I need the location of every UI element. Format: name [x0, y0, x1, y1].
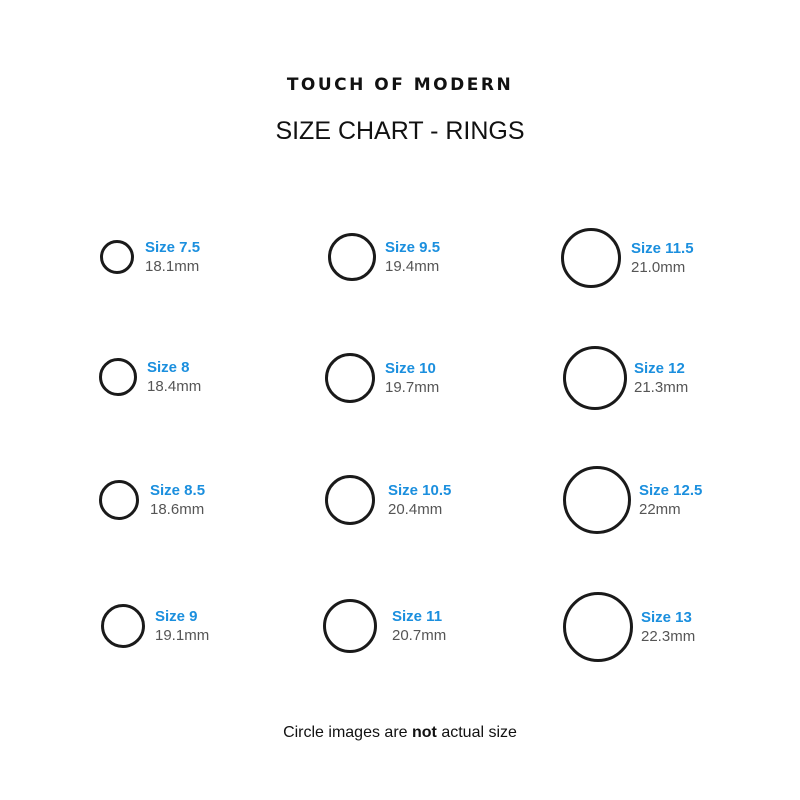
size-measurement: 21.0mm: [631, 259, 686, 276]
ring-circle: [563, 466, 631, 534]
size-label: Size 10.5: [388, 482, 452, 499]
note-text-end: actual size: [436, 724, 517, 741]
size-label: Size 11: [392, 608, 443, 625]
ring-circle: [101, 604, 145, 648]
size-measurement: 20.7mm: [392, 627, 447, 644]
size-entry: Size 10 19.7mm: [385, 359, 439, 397]
size-measurement: 18.6mm: [150, 501, 205, 518]
size-label: Size 13: [641, 609, 692, 626]
note-emphasis: not: [412, 724, 437, 741]
size-entry: Size 8.5 18.6mm: [150, 481, 205, 519]
size-label: Size 11.5: [631, 240, 694, 257]
ring-circle: [100, 240, 134, 274]
size-entry: Size 7.5 18.1mm: [145, 238, 200, 276]
page-title: SIZE CHART - RINGS: [275, 117, 525, 145]
disclaimer-note: Circle images are not actual size: [0, 724, 800, 742]
ring-circle: [99, 358, 137, 396]
size-entry: Size 8 18.4mm: [147, 358, 201, 396]
size-entry: Size 12.5 22mm: [639, 481, 702, 519]
ring-circle: [563, 592, 633, 662]
size-measurement: 18.1mm: [145, 258, 200, 275]
size-measurement: 19.4mm: [385, 258, 440, 275]
note-text: Circle images are: [283, 724, 412, 741]
size-entry: Size 10.5 20.4mm: [388, 481, 451, 519]
ring-circle: [328, 233, 376, 281]
size-entry: Size 13 22.3mm: [641, 608, 695, 646]
size-entry: Size 11 20.7mm: [392, 607, 446, 645]
brand-logo: TOUCH OF MODERN: [286, 75, 514, 95]
size-measurement: 22.3mm: [641, 628, 696, 645]
ring-circle: [323, 599, 377, 653]
size-label: Size 8.5: [150, 482, 206, 499]
ring-circle: [325, 353, 375, 403]
ring-circle: [563, 346, 627, 410]
size-label: Size 10: [385, 360, 436, 377]
size-label: Size 12.5: [639, 482, 703, 499]
size-entry: Size 9 19.1mm: [155, 607, 209, 645]
size-entry: Size 9.5 19.4mm: [385, 238, 440, 276]
size-label: Size 9: [155, 608, 198, 625]
size-label: Size 7.5: [145, 239, 201, 256]
size-label: Size 12: [634, 360, 685, 377]
size-entry: Size 11.5 21.0mm: [631, 239, 694, 277]
size-measurement: 18.4mm: [147, 378, 202, 395]
size-measurement: 19.1mm: [155, 627, 210, 644]
size-entry: Size 12 21.3mm: [634, 359, 688, 397]
size-measurement: 20.4mm: [388, 501, 443, 518]
size-measurement: 22mm: [639, 501, 681, 518]
ring-circle: [99, 480, 139, 520]
size-label: Size 8: [147, 359, 190, 376]
size-label: Size 9.5: [385, 239, 441, 256]
ring-circle: [325, 475, 375, 525]
ring-circle: [561, 228, 621, 288]
size-measurement: 21.3mm: [634, 379, 689, 396]
size-measurement: 19.7mm: [385, 379, 440, 396]
